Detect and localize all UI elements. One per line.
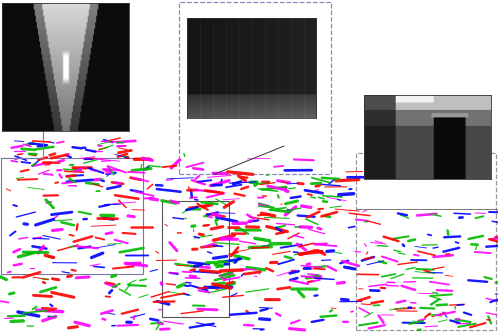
Bar bbox=[1, 158, 143, 274]
Bar bbox=[356, 153, 496, 330]
Bar bbox=[162, 201, 229, 317]
Bar bbox=[179, 2, 331, 174]
